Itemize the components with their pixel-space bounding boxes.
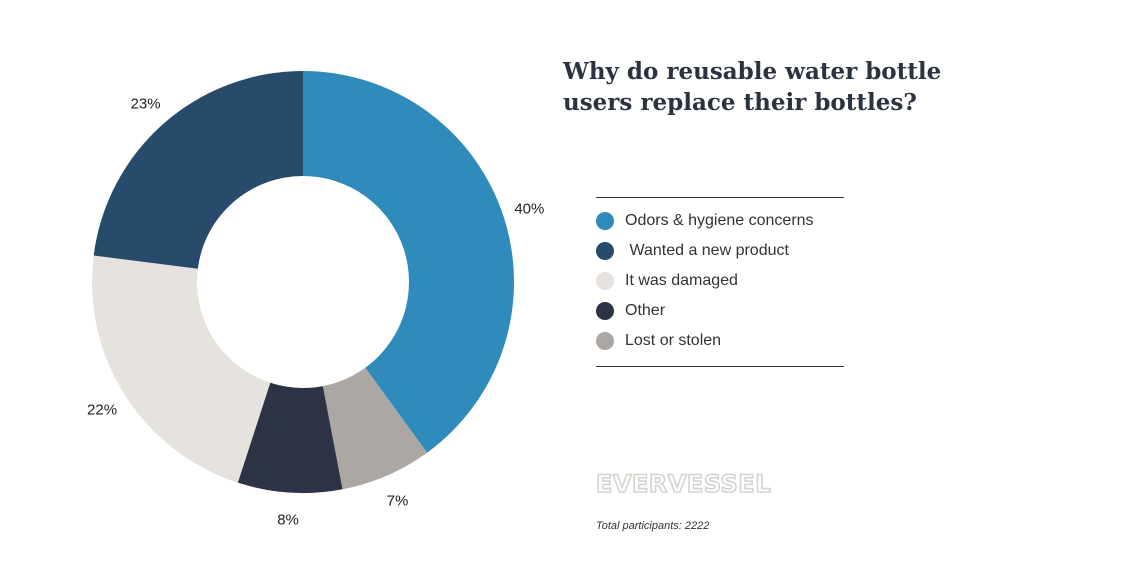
legend-item-odors: Odors & hygiene concerns	[596, 206, 844, 236]
chart-title: Why do reusable water bottle users repla…	[563, 58, 942, 116]
legend-swatch-lost	[596, 332, 614, 350]
slice-it-was-damaged	[91, 255, 271, 483]
legend: Odors & hygiene concerns Wanted a new pr…	[596, 197, 844, 367]
slice-wanted-a-new-product	[93, 71, 304, 269]
legend-label-damaged: It was damaged	[625, 272, 738, 289]
slice-label-it-was-damaged: 22%	[87, 402, 117, 419]
legend-label-other: Other	[625, 302, 666, 319]
slice-label-lost-or-stolen: 7%	[387, 492, 409, 509]
participants-footnote: Total participants: 2222	[596, 520, 710, 532]
slice-other	[237, 382, 343, 494]
slice-lost-or-stolen	[322, 367, 428, 490]
slice-label-other: 8%	[277, 512, 299, 529]
slice-label-odors-hygiene-concerns: 40%	[514, 200, 544, 217]
slice-label-wanted-a-new-product: 23%	[131, 95, 161, 112]
legend-item-new-product: Wanted a new product	[596, 236, 844, 266]
legend-label-odors: Odors & hygiene concerns	[625, 212, 814, 229]
legend-swatch-other	[596, 302, 614, 320]
slice-odors-hygiene-concerns	[303, 71, 514, 453]
evervessel-logo: EVERVESSEL	[595, 469, 771, 499]
legend-item-lost: Lost or stolen	[596, 326, 844, 356]
legend-swatch-odors	[596, 212, 614, 230]
legend-item-damaged: It was damaged	[596, 266, 844, 296]
legend-label-new-product: Wanted a new product	[625, 242, 789, 259]
legend-swatch-new-product	[596, 242, 614, 260]
legend-swatch-damaged	[596, 272, 614, 290]
legend-label-lost: Lost or stolen	[625, 332, 722, 349]
legend-item-other: Other	[596, 296, 844, 326]
donut-chart: 40% 7% 8% 22% 23%	[87, 71, 544, 529]
